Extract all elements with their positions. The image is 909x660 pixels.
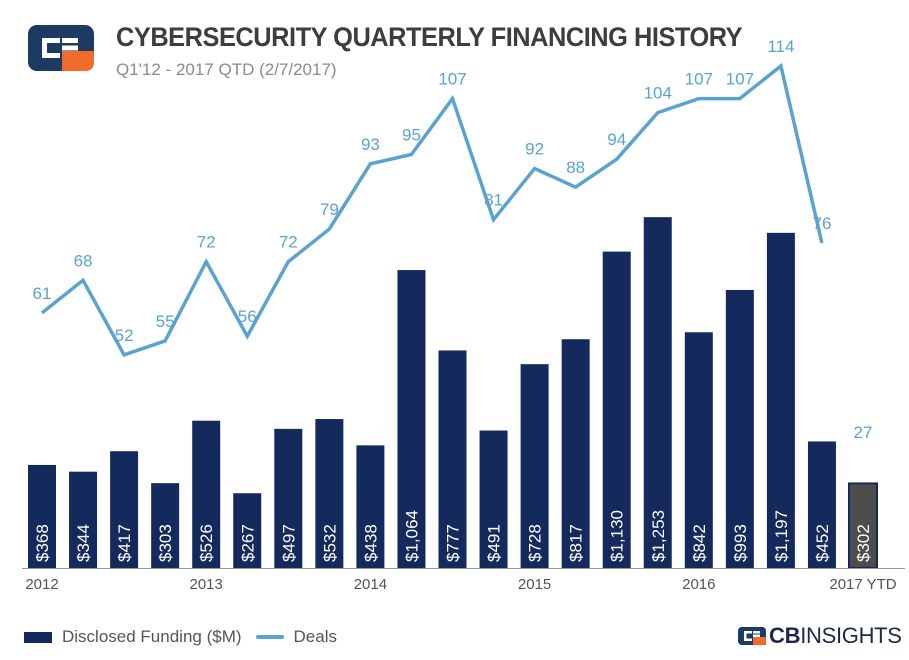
deals-data-label: 79 — [320, 200, 339, 219]
deals-data-label: 95 — [402, 126, 421, 145]
funding-bar-label: $267 — [238, 524, 257, 562]
cbinsights-brand: CBINSIGHTS — [738, 623, 902, 649]
funding-bar-label: $728 — [526, 524, 545, 562]
funding-bar — [561, 339, 590, 568]
funding-bar-label: $1,064 — [402, 510, 421, 562]
cb-logo-icon — [28, 25, 94, 71]
funding-bar-label: $303 — [156, 524, 175, 562]
cbinsights-logo-icon — [738, 627, 766, 645]
funding-bar — [192, 420, 221, 568]
deals-data-label: 68 — [74, 251, 93, 270]
funding-bar-label: $368 — [33, 524, 52, 562]
legend-deals-swatch — [255, 635, 284, 639]
funding-bar — [766, 232, 795, 568]
x-axis-tick-label: 2017 YTD — [829, 576, 896, 593]
legend-funding-swatch — [24, 631, 52, 643]
deals-data-label: 107 — [726, 70, 754, 89]
deals-data-label: 55 — [156, 312, 175, 331]
funding-bar-label: $491 — [485, 524, 504, 562]
funding-bar-label: $1,197 — [772, 510, 791, 562]
deals-data-label: 72 — [197, 233, 216, 252]
deals-data-label: 27 — [854, 423, 873, 442]
funding-bar — [356, 445, 385, 568]
funding-bar — [397, 270, 426, 568]
legend-deals-label: Deals — [293, 627, 337, 646]
deals-data-label: 104 — [644, 84, 672, 103]
deals-data-label: 93 — [361, 135, 380, 154]
funding-bar — [315, 419, 344, 568]
funding-bar-label: $497 — [279, 524, 298, 562]
x-axis-tick-label: 2015 — [518, 576, 551, 593]
funding-bar-label: $842 — [690, 524, 709, 562]
funding-bar-label: $532 — [320, 524, 339, 562]
brand-prefix: CB — [769, 623, 801, 648]
brand-suffix: INSIGHTS — [800, 623, 902, 648]
funding-bar — [233, 493, 262, 568]
x-axis-tick-label: 2014 — [354, 576, 387, 593]
funding-bar — [684, 332, 713, 568]
deals-data-label: 56 — [238, 307, 257, 326]
deals-data-label: 94 — [607, 130, 626, 149]
funding-bar-label: $526 — [197, 524, 216, 562]
funding-bar-label: $452 — [813, 524, 832, 562]
funding-bar — [807, 441, 836, 568]
funding-bar — [602, 251, 631, 568]
funding-bar — [438, 350, 467, 568]
deals-data-label: 114 — [767, 37, 794, 56]
funding-bar-label: $777 — [444, 524, 463, 562]
funding-bar — [848, 482, 878, 569]
deals-data-label: 72 — [279, 233, 298, 252]
funding-bar-label: $417 — [115, 524, 134, 562]
funding-bar-label: $1,253 — [649, 510, 668, 562]
deals-data-label: 52 — [115, 326, 134, 345]
funding-bar — [643, 217, 672, 568]
funding-bar-label: $1,130 — [608, 510, 627, 562]
deals-data-label: 107 — [685, 70, 713, 89]
deals-data-label: 81 — [484, 191, 503, 210]
deals-data-label: 76 — [812, 214, 831, 233]
funding-bar — [725, 289, 754, 568]
funding-bar-label: $993 — [731, 524, 750, 562]
funding-bar — [479, 430, 508, 568]
funding-bar — [274, 428, 303, 568]
chart-subtitle: Q1'12 - 2017 QTD (2/7/2017) — [116, 60, 337, 79]
funding-bar-label: $438 — [361, 524, 380, 562]
funding-bar — [151, 483, 180, 568]
chart-title: CYBERSECURITY QUARTERLY FINANCING HISTOR… — [116, 22, 743, 52]
funding-bar — [520, 364, 549, 568]
x-axis-tick-label: 2012 — [25, 576, 58, 593]
funding-bar-label: $817 — [567, 524, 586, 562]
deals-data-label: 92 — [525, 139, 544, 158]
funding-bar — [69, 471, 98, 568]
funding-bar — [110, 451, 139, 568]
deals-data-label: 107 — [438, 70, 466, 89]
x-axis-tick-label: 2016 — [682, 576, 715, 593]
deals-data-label: 61 — [33, 284, 52, 303]
deals-line — [40, 62, 824, 358]
legend-funding-label: Disclosed Funding ($M) — [62, 627, 242, 646]
funding-bar-label: $302 — [854, 524, 873, 562]
deals-data-label: 88 — [566, 158, 585, 177]
x-axis-tick-label: 2013 — [190, 576, 223, 593]
legend: Disclosed Funding ($M) Deals — [24, 627, 337, 647]
funding-bar-label: $344 — [74, 524, 93, 562]
funding-bar — [28, 464, 56, 568]
